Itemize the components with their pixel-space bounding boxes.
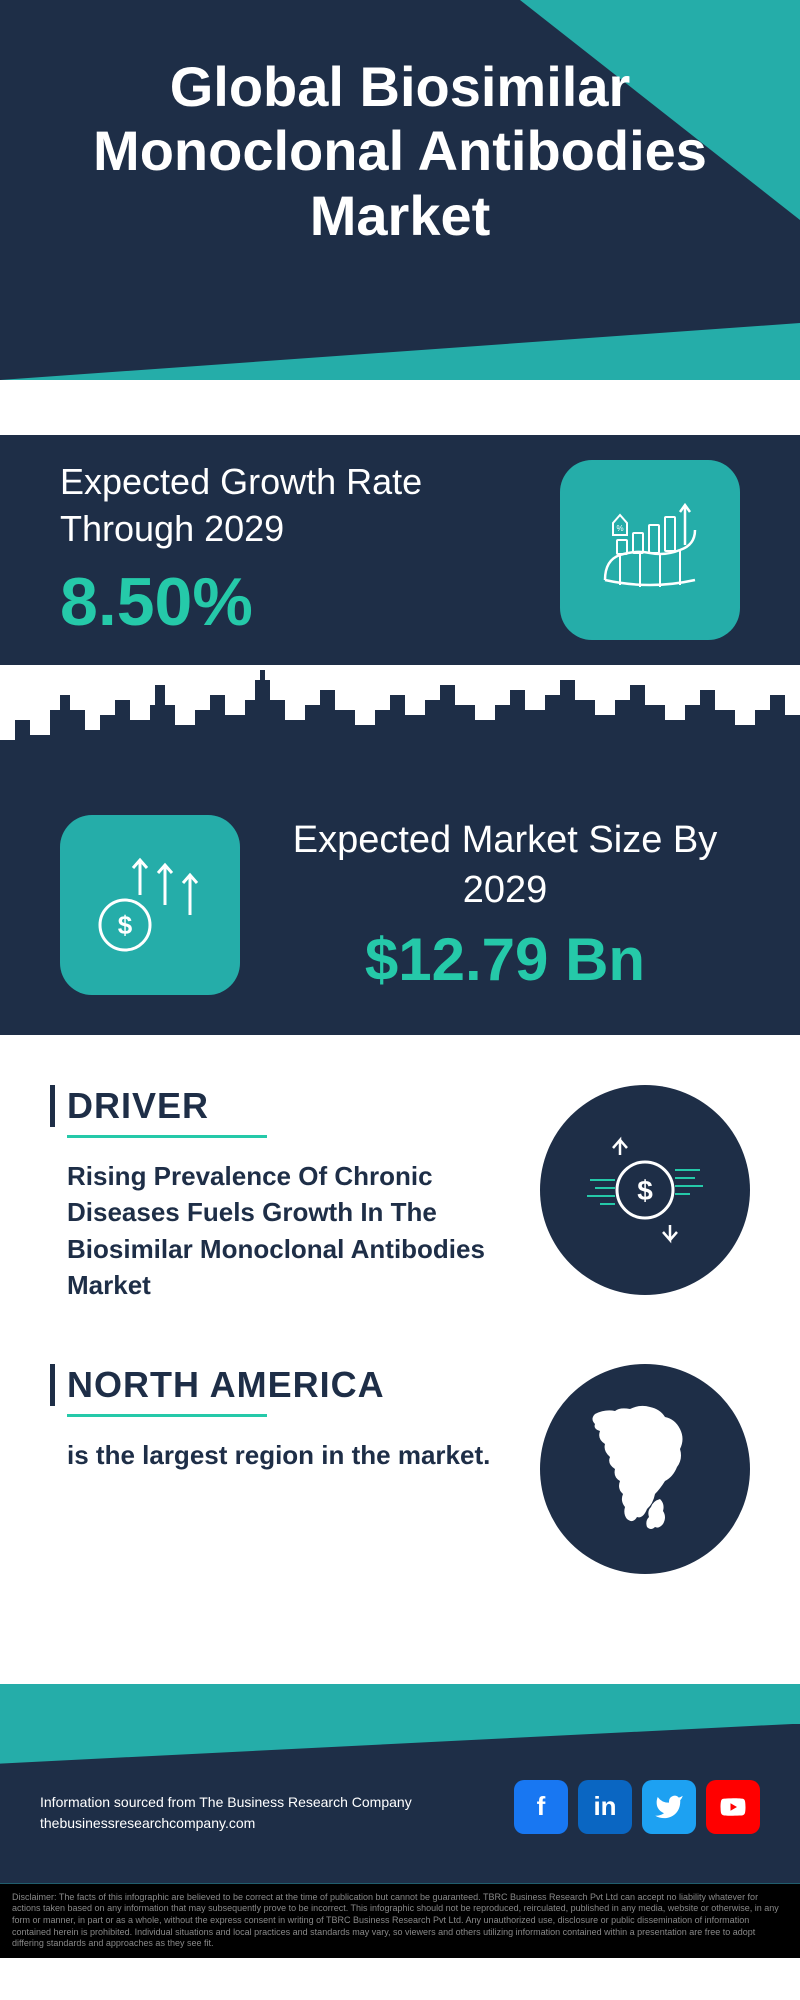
driver-underline	[67, 1135, 267, 1138]
market-size-section: $ Expected Market Size By 2029 $12.79 Bn	[0, 775, 800, 1035]
growth-label: Expected Growth Rate Through 2029	[60, 459, 560, 553]
svg-text:$: $	[637, 1175, 653, 1206]
driver-block: DRIVER Rising Prevalence Of Chronic Dise…	[50, 1085, 750, 1304]
growth-chart-icon: %	[560, 460, 740, 640]
market-label: Expected Market Size By 2029	[270, 816, 740, 915]
region-body: is the largest region in the market.	[50, 1437, 510, 1473]
driver-text: DRIVER Rising Prevalence Of Chronic Dise…	[50, 1085, 540, 1304]
footer-source-text: Information sourced from The Business Re…	[40, 1792, 412, 1834]
svg-text:%: %	[616, 524, 623, 533]
growth-rate-section: Expected Growth Rate Through 2029 8.50% …	[0, 435, 800, 665]
region-heading: NORTH AMERICA	[50, 1364, 510, 1406]
page-title: Global Biosimilar Monoclonal Antibodies …	[40, 55, 760, 248]
linkedin-icon[interactable]: in	[578, 1780, 632, 1834]
growth-value: 8.50%	[60, 563, 560, 641]
city-skyline-divider	[0, 665, 800, 775]
content-section: DRIVER Rising Prevalence Of Chronic Dise…	[0, 1035, 800, 1654]
market-value: $12.79 Bn	[270, 925, 740, 994]
facebook-icon[interactable]: f	[514, 1780, 568, 1834]
twitter-icon[interactable]	[642, 1780, 696, 1834]
market-text-block: Expected Market Size By 2029 $12.79 Bn	[270, 816, 740, 994]
footer-section: Information sourced from The Business Re…	[0, 1684, 800, 1884]
spacer	[0, 380, 800, 435]
region-text: NORTH AMERICA is the largest region in t…	[50, 1364, 540, 1473]
driver-heading: DRIVER	[50, 1085, 510, 1127]
north-america-map-icon	[540, 1364, 750, 1574]
footer-content: Information sourced from The Business Re…	[40, 1780, 760, 1834]
dollar-arrows-icon: $	[60, 815, 240, 995]
disclaimer-text: Disclaimer: The facts of this infographi…	[0, 1884, 800, 1958]
region-underline	[67, 1414, 267, 1417]
youtube-icon[interactable]	[706, 1780, 760, 1834]
source-line2: thebusinessresearchcompany.com	[40, 1813, 412, 1834]
social-icons-row: f in	[514, 1780, 760, 1834]
region-block: NORTH AMERICA is the largest region in t…	[50, 1364, 750, 1574]
source-line1: Information sourced from The Business Re…	[40, 1792, 412, 1813]
svg-text:$: $	[118, 910, 133, 940]
header-section: Global Biosimilar Monoclonal Antibodies …	[0, 0, 800, 380]
driver-body: Rising Prevalence Of Chronic Diseases Fu…	[50, 1158, 510, 1304]
dollar-exchange-icon: $	[540, 1085, 750, 1295]
growth-text-block: Expected Growth Rate Through 2029 8.50%	[60, 459, 560, 641]
